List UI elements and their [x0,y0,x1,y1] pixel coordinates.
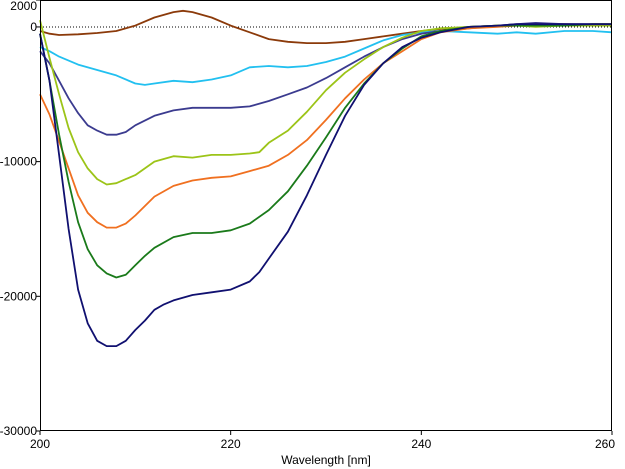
y-axis: 2000 0 -10000 -20000 -30000 [0,0,40,438]
y-tick-label: 0 [30,20,37,34]
x-tick-label: 260 [595,437,615,451]
x-tick-label: 240 [411,437,431,451]
series-layer [39,9,613,347]
y-tick-label: -10000 [0,155,37,169]
plot-frame [40,0,612,431]
x-axis-title: Wavelength [nm] [281,453,371,467]
x-tick-label: 220 [221,437,241,451]
series-line-light-blue [39,30,613,86]
x-axis: 200 220 240 260 [30,431,615,451]
y-tick-label: -30000 [0,424,37,438]
x-tick-label: 200 [30,437,50,451]
y-tick-label: -20000 [0,289,37,303]
y-tick-label: 2000 [10,0,37,13]
series-line-navy [39,23,612,347]
plot-area [40,0,612,431]
series-line-orange [39,23,612,229]
